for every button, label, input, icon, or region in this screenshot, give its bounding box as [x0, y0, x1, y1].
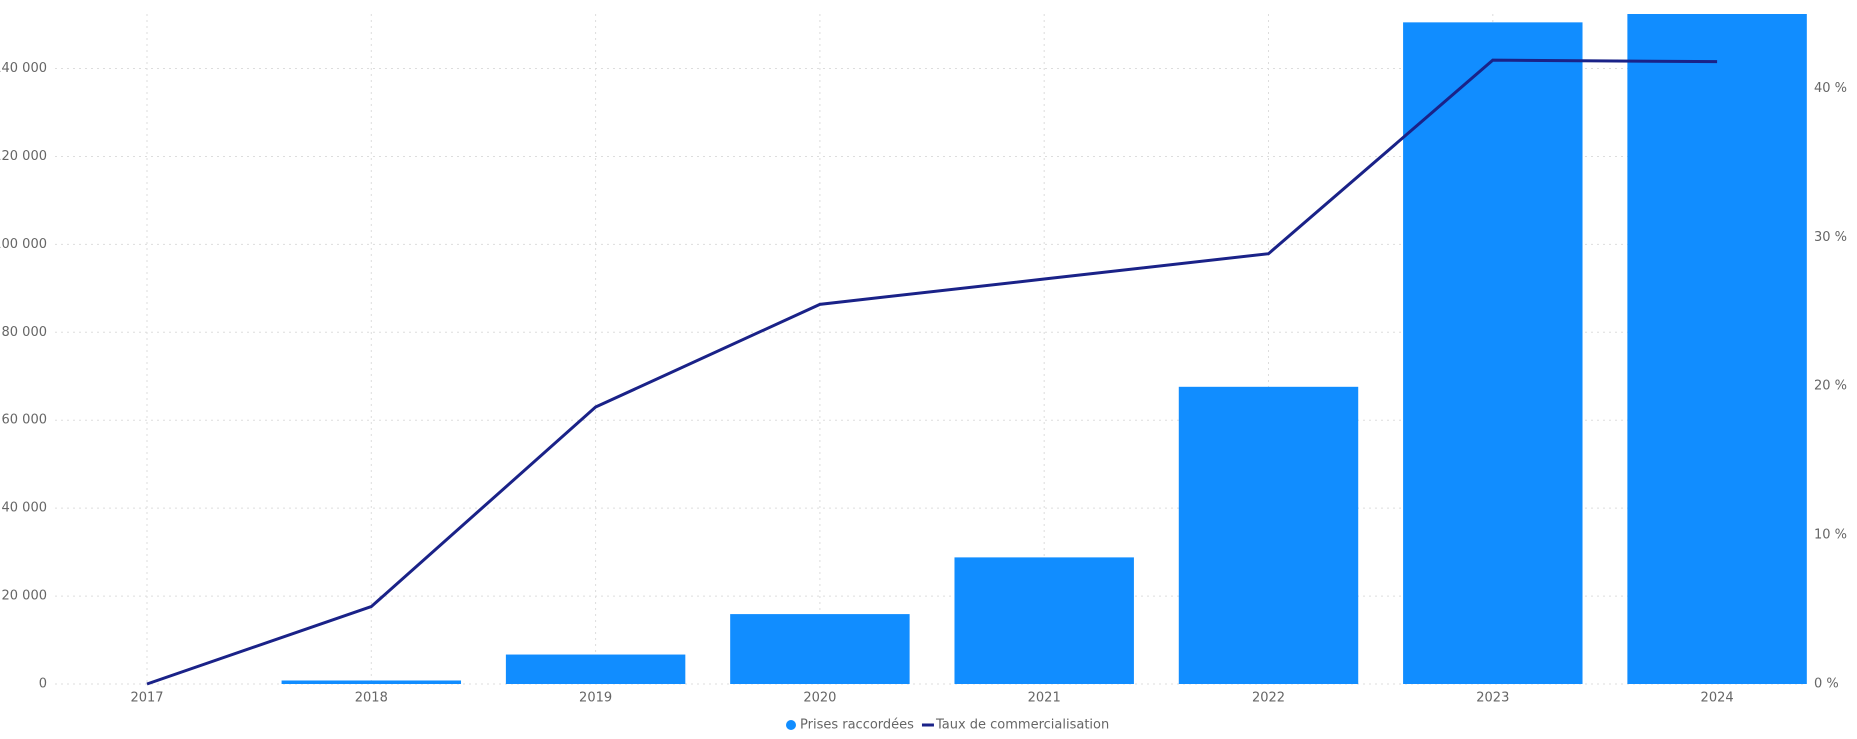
y2-tick-label: 20 % — [1814, 379, 1847, 394]
x-tick-label: 2022 — [1252, 691, 1285, 706]
x-tick-label: 2024 — [1701, 691, 1734, 706]
y-tick-label: 100 000 — [0, 237, 47, 252]
x-tick-label: 2020 — [803, 691, 836, 706]
legend-label: Prises raccordées — [800, 718, 914, 733]
bar — [954, 557, 1134, 684]
y-tick-label: 20 000 — [2, 589, 48, 604]
y-tick-label: 120 000 — [0, 149, 47, 164]
y2-tick-label: 10 % — [1814, 528, 1847, 543]
x-tick-label: 2017 — [130, 691, 163, 706]
y2-tick-label: 30 % — [1814, 230, 1847, 245]
legend-marker — [786, 720, 796, 730]
x-tick-label: 2023 — [1476, 691, 1509, 706]
bar — [730, 614, 910, 684]
y-tick-label: 0 — [39, 677, 47, 692]
bar — [1627, 14, 1807, 684]
y-tick-label: 40 000 — [2, 501, 48, 516]
y-tick-label: 140 000 — [0, 61, 47, 76]
x-tick-label: 2021 — [1028, 691, 1061, 706]
y2-tick-label: 0 % — [1814, 677, 1839, 692]
legend-label: Taux de commercialisation — [935, 718, 1109, 733]
y-tick-label: 80 000 — [2, 325, 48, 340]
bar — [1178, 386, 1359, 684]
bar — [1403, 22, 1583, 684]
bar — [505, 654, 686, 684]
y-tick-label: 60 000 — [2, 413, 48, 428]
bar — [281, 680, 462, 684]
x-tick-label: 2019 — [579, 691, 612, 706]
y2-tick-label: 40 % — [1814, 81, 1847, 96]
line — [146, 58, 1718, 686]
x-tick-label: 2018 — [355, 691, 388, 706]
